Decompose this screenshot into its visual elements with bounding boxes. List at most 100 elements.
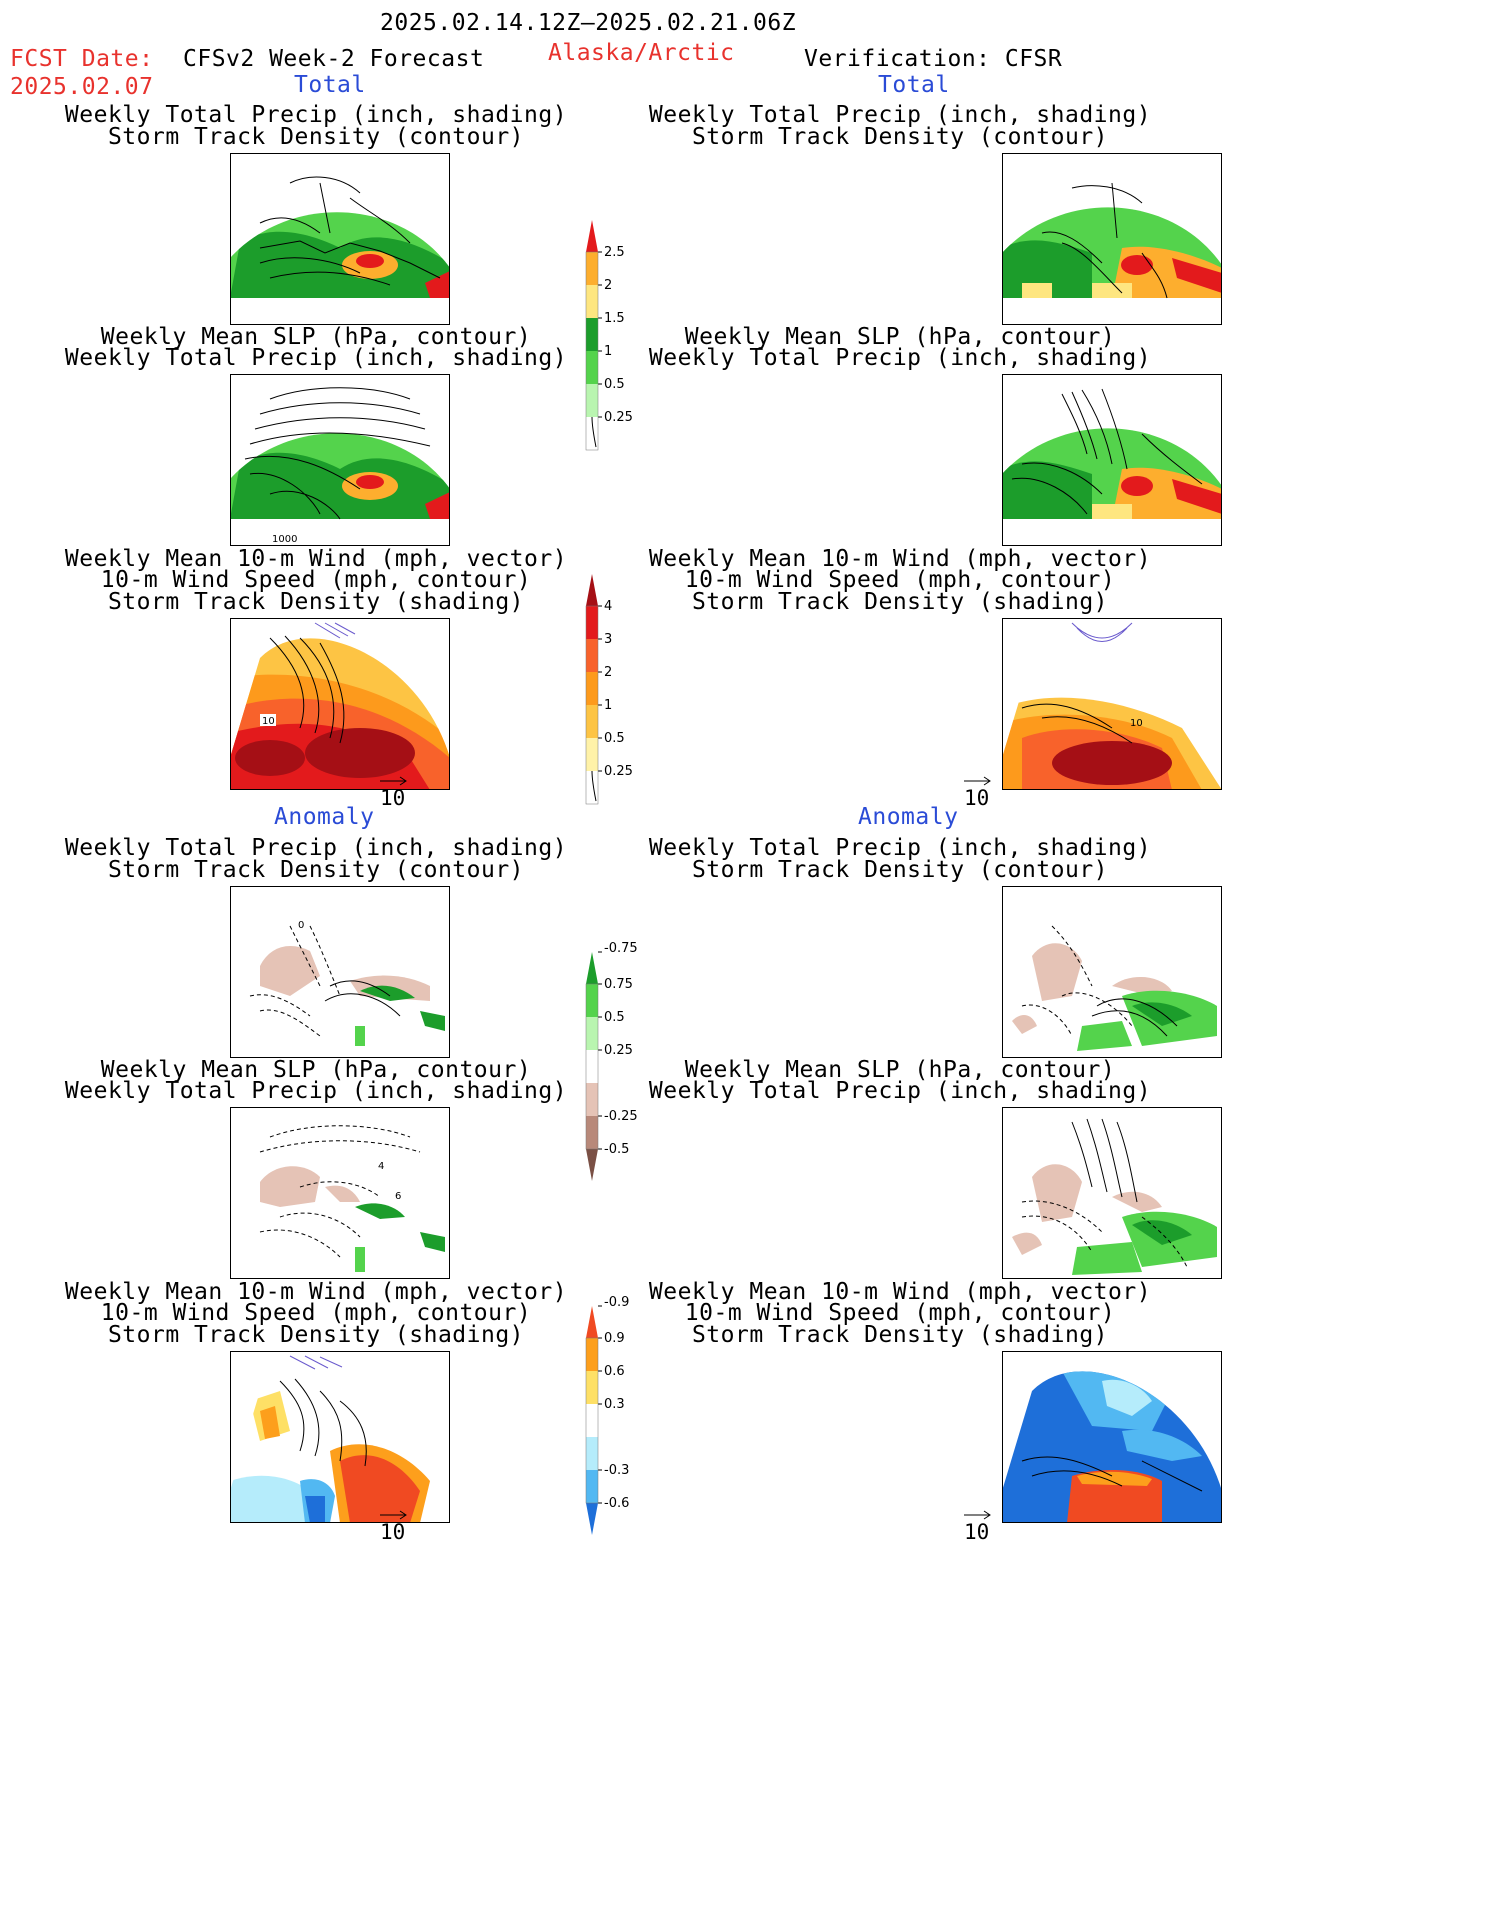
fcst-date-value: 2025.02.07: [10, 74, 154, 100]
precip_anom-swatch-4: [586, 1083, 598, 1116]
storm_anom-swatch-3: [586, 1404, 598, 1437]
vector-ref-right-bottom: 10: [964, 1510, 992, 1544]
precip_anom-swatch-1: [586, 984, 598, 1017]
title-precip-storm-l1: Weekly Total Precip (inch, shading): [64, 102, 568, 128]
precip_anom-label-0: 0.75: [604, 977, 633, 992]
title-precip-storm-l2: Storm Track Density (contour): [107, 124, 525, 150]
section-total-right: Total: [878, 72, 950, 98]
title-precip-storm-r2: Storm Track Density (contour): [691, 124, 1109, 150]
storm_total-swatch-3: [586, 672, 598, 705]
title-anom-slp-r2: Weekly Total Precip (inch, shading): [648, 1078, 1152, 1104]
vector-ref-left-top-label: 10: [380, 786, 406, 810]
storm_anom-swatch-4: [586, 1437, 598, 1470]
wind-contour-label: 10: [262, 716, 275, 727]
colorbar-storm-total: 4 3 2 1 0.5 0.25: [585, 574, 646, 834]
precip_anom-swatch-2: [586, 1017, 598, 1050]
precip_total-outline: [585, 251, 599, 451]
map-slp-precip-verification: [1002, 374, 1222, 546]
precip_total-label-4: 0.5: [604, 377, 625, 392]
title-anom-slp-r1: Weekly Mean SLP (hPa, contour): [684, 1057, 1116, 1083]
storm_anom-label-3: -0.3: [604, 1463, 629, 1478]
vector-ref-left-bottom-label: 10: [380, 1520, 406, 1544]
vector-ref-right-top-label: 10: [964, 786, 990, 810]
storm_total-label-0: 4: [604, 599, 612, 614]
precip_anom-swatch-5: [586, 1116, 598, 1149]
title-wind-r2: 10-m Wind Speed (mph, contour): [684, 567, 1116, 593]
storm_total-label-4: 0.5: [604, 731, 625, 746]
map-anom-slp-precip-verification: [1002, 1107, 1222, 1279]
precip_anom-label-1: 0.5: [604, 1010, 625, 1025]
storm_anom-outline: [585, 1337, 599, 1504]
title-anom-wind-l3: Storm Track Density (shading): [107, 1322, 525, 1348]
anom-storm-label: 0: [298, 920, 304, 931]
storm_anom-swatch-0: [586, 1306, 598, 1338]
storm_anom-swatch-6: [586, 1503, 598, 1535]
title-slp-precip-r1: Weekly Mean SLP (hPa, contour): [684, 324, 1116, 350]
fcst-date-label: FCST Date:: [10, 46, 154, 72]
title-slp-precip-r2: Weekly Total Precip (inch, shading): [648, 345, 1152, 371]
title-anom-slp-l2: Weekly Total Precip (inch, shading): [64, 1078, 568, 1104]
title-anom-wind-r3: Storm Track Density (shading): [691, 1322, 1109, 1348]
storm_total-outline: [585, 605, 599, 805]
storm_anom-swatch-5: [586, 1470, 598, 1503]
section-anomaly-right: Anomaly: [858, 804, 959, 830]
precip_total-label-3: 1: [604, 344, 612, 359]
precip_anom-label-2: 0.25: [604, 1043, 633, 1058]
map-precip-storm-verification: [1002, 153, 1222, 325]
map-precip-storm-forecast: [230, 153, 450, 325]
colorbar-storm-anom: 0.9 0.6 0.3 -0.3 -0.6 -0.9: [585, 1295, 646, 1535]
storm_anom-label-2: 0.3: [604, 1397, 625, 1412]
anom-slp-label-a: 4: [378, 1161, 384, 1172]
title-anom-precip-storm-r2: Storm Track Density (contour): [691, 857, 1109, 883]
storm_anom-label-4: -0.6: [604, 1496, 629, 1511]
title-anom-slp-l1: Weekly Mean SLP (hPa, contour): [100, 1057, 532, 1083]
storm_anom-label-1: 0.6: [604, 1364, 625, 1379]
precip_total-label-1: 2: [604, 278, 612, 293]
region-title: Alaska/Arctic: [548, 40, 735, 66]
map-slp-precip-forecast: 1000: [230, 374, 450, 546]
title-anom-wind-l1: Weekly Mean 10-m Wind (mph, vector): [64, 1279, 568, 1305]
map-anom-precip-storm-forecast: 0: [230, 886, 450, 1058]
title-slp-precip-l2: Weekly Total Precip (inch, shading): [64, 345, 568, 371]
precip_anom-label-3: -0.25: [604, 1109, 638, 1124]
period-title: 2025.02.14.12Z–2025.02.21.06Z: [380, 10, 797, 36]
map-anom-wind-storm-verification: [1002, 1351, 1222, 1523]
title-wind-l3: Storm Track Density (shading): [107, 589, 525, 615]
storm_total-swatch-0: [586, 574, 598, 606]
precip_anom-swatch-3: [586, 1050, 598, 1083]
title-wind-l1: Weekly Mean 10-m Wind (mph, vector): [64, 546, 568, 572]
precip_total-swatch-2: [586, 285, 598, 318]
precip_anom-swatch-0: [586, 952, 598, 984]
precip_total-swatch-4: [586, 351, 598, 384]
storm_total-swatch-5: [586, 738, 598, 771]
precip_anom-outline: [585, 983, 599, 1150]
storm_total-swatch-4: [586, 705, 598, 738]
storm_total-swatch-2: [586, 639, 598, 672]
precip_anom-swatch-6: [586, 1149, 598, 1181]
model-title: CFSv2 Week-2 Forecast: [183, 46, 485, 72]
colorbar-precip-total: 2.5 2 1.5 1 0.5 0.25: [585, 220, 646, 480]
wind-contour-label-right: 10: [1130, 718, 1143, 729]
storm_anom-swatch-2: [586, 1371, 598, 1404]
precip_total-tail: [591, 416, 597, 448]
slp-contour-label: 1000: [272, 534, 297, 545]
storm_total-label-2: 2: [604, 665, 612, 680]
map-anom-precip-storm-verification: [1002, 886, 1222, 1058]
verification-title: Verification: CFSR: [804, 46, 1063, 72]
title-anom-wind-r1: Weekly Mean 10-m Wind (mph, vector): [648, 1279, 1152, 1305]
title-wind-l2: 10-m Wind Speed (mph, contour): [100, 567, 532, 593]
storm_total-label-3: 1: [604, 698, 612, 713]
title-wind-r3: Storm Track Density (shading): [691, 589, 1109, 615]
precip_total-label-5: 0.25: [604, 410, 633, 425]
precip_total-swatch-3: [586, 318, 598, 351]
title-anom-precip-storm-r1: Weekly Total Precip (inch, shading): [648, 835, 1152, 861]
map-anom-wind-storm-forecast: [230, 1351, 450, 1523]
vector-ref-right-bottom-label: 10: [964, 1520, 990, 1544]
precip_total-label-2: 1.5: [604, 311, 625, 326]
section-total-left: Total: [294, 72, 366, 98]
storm_anom-label-5: -0.9: [604, 1295, 629, 1310]
storm_total-label-1: 3: [604, 632, 612, 647]
vector-ref-left-bottom: 10: [380, 1510, 408, 1544]
title-precip-storm-r1: Weekly Total Precip (inch, shading): [648, 102, 1152, 128]
storm_total-swatch-1: [586, 606, 598, 639]
